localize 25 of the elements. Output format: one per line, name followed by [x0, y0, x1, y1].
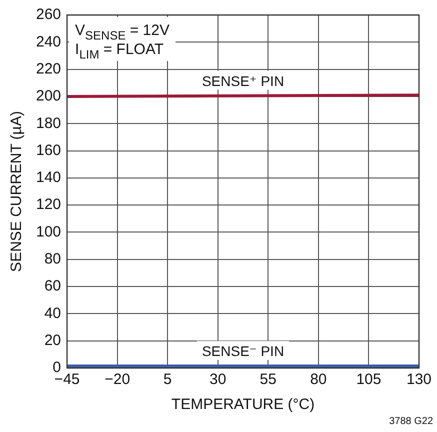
y-tick-label: 40: [44, 304, 62, 322]
y-tick-label: 260: [36, 6, 62, 24]
series-label: SENSE⁺ PIN: [202, 72, 284, 89]
y-tick-label: 20: [44, 332, 62, 349]
series-label: SENSE⁻ PIN: [202, 342, 284, 359]
x-tick-label: −20: [104, 371, 130, 388]
y-tick-label: 80: [44, 250, 62, 268]
text: 3788 G22: [389, 416, 434, 427]
y-tick-label: 240: [36, 33, 62, 50]
y-tick-label: 160: [36, 142, 62, 159]
x-tick-label: 105: [356, 371, 382, 388]
y-tick-label: 100: [36, 223, 62, 240]
x-tick-label: 30: [210, 371, 226, 388]
y-tick-label: 180: [36, 114, 62, 132]
y-tick-label: 120: [36, 196, 62, 214]
y-tick-label: 60: [44, 278, 62, 295]
x-tick-label: 5: [163, 371, 172, 388]
x-axis-title: TEMPERATURE (°C): [171, 396, 315, 414]
x-tick-label: 130: [406, 371, 432, 388]
y-tick-label: 200: [36, 88, 62, 105]
x-tick-label: 80: [310, 371, 327, 388]
y-axis-title: SENSE CURRENT (µA): [8, 111, 26, 272]
y-tick-label: 220: [36, 60, 62, 78]
y-tick-label: 140: [36, 169, 62, 186]
x-tick-label: 55: [260, 371, 276, 388]
